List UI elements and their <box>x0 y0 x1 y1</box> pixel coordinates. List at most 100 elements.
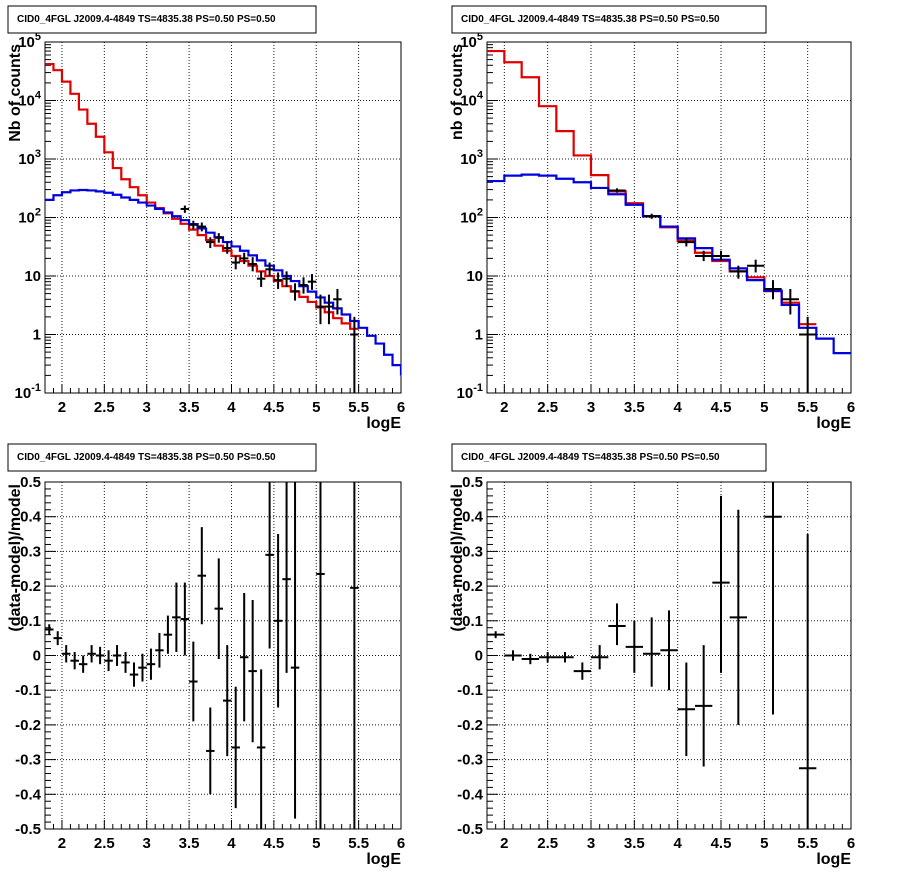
y-tick-label: -0.5 <box>457 821 483 838</box>
x-tick-label: 5 <box>760 835 768 852</box>
x-tick-label: 4 <box>673 835 682 852</box>
data-point <box>487 631 505 639</box>
data-point <box>333 288 342 315</box>
data-point <box>556 652 574 663</box>
title-box <box>451 5 767 34</box>
x-tick-label: 4.5 <box>711 835 732 852</box>
data-point <box>625 620 643 673</box>
data-point <box>197 527 207 625</box>
y-tick-label: 103 <box>18 148 41 168</box>
y-tick-label: 0.4 <box>462 509 484 526</box>
x-tick-label: 2 <box>58 835 66 852</box>
data-point <box>539 652 557 663</box>
data-point <box>695 645 713 767</box>
data-point <box>146 648 156 680</box>
data-point <box>712 250 730 262</box>
y-tick-label: 10 <box>466 268 483 285</box>
x-tick-label: 2.5 <box>94 835 115 852</box>
y-axis-title: (data-model)/model <box>7 484 24 632</box>
data-point <box>799 316 817 393</box>
data-point <box>206 237 215 249</box>
y-tick-label: -0.4 <box>15 786 42 803</box>
source-model-line <box>45 188 401 376</box>
data-point <box>129 662 139 687</box>
data-point <box>643 617 661 687</box>
x-tick-label: 2.5 <box>537 835 558 852</box>
bottom-right-residuals-panel: CID0_4FGL J2009.4-4849 TS=4835.38 PS=0.5… <box>449 443 855 868</box>
data-point <box>223 645 232 757</box>
title-box <box>7 443 317 472</box>
x-tick-label: 5 <box>312 835 320 852</box>
x-tick-label: 4.5 <box>263 835 284 852</box>
y-tick-label: 0 <box>33 648 41 665</box>
data-point <box>608 188 626 193</box>
data-point <box>138 653 147 682</box>
data-point <box>206 707 215 795</box>
y-tick-label: 0.3 <box>462 543 483 560</box>
x-tick-label: 5 <box>312 399 320 416</box>
data-point <box>78 655 88 673</box>
x-tick-label: 3.5 <box>179 399 200 416</box>
y-tick-label: 1 <box>475 327 483 344</box>
data-point <box>350 482 359 829</box>
x-axis-title: logE <box>366 415 401 432</box>
data-point <box>239 593 249 722</box>
data-point <box>316 294 325 325</box>
y-axis-title: (data-model)/model <box>449 484 466 632</box>
y-tick-label: 10-1 <box>15 382 41 402</box>
x-tick-label: 2 <box>500 835 508 852</box>
data-point <box>61 645 71 663</box>
data-point <box>747 259 765 273</box>
panel-title: CID0_4FGL J2009.4-4849 TS=4835.38 PS=0.5… <box>17 14 276 25</box>
data-point <box>764 482 782 715</box>
x-axis-title: logE <box>366 851 401 868</box>
x-tick-label: 5 <box>760 399 768 416</box>
x-tick-label: 2 <box>58 399 66 416</box>
top-right-counts-panel: CID0_4FGL J2009.4-4849 TS=4835.38 PS=0.5… <box>449 5 855 432</box>
data-point <box>273 534 283 708</box>
y-tick-label: 102 <box>460 207 483 227</box>
y-tick-label: 0.1 <box>462 613 483 630</box>
data-point <box>172 582 181 653</box>
data-point <box>231 255 240 270</box>
y-tick-label: 104 <box>18 90 42 110</box>
data-point <box>87 645 96 663</box>
panel-title: CID0_4FGL J2009.4-4849 TS=4835.38 PS=0.5… <box>461 14 720 25</box>
data-point <box>729 509 747 725</box>
data-point <box>660 610 678 691</box>
data-point <box>608 603 626 646</box>
data-point <box>316 482 325 829</box>
x-tick-label: 5.5 <box>348 399 369 416</box>
y-tick-label: 0.4 <box>20 509 42 526</box>
data-point <box>104 650 113 672</box>
data-point <box>504 650 522 661</box>
x-tick-label: 6 <box>397 835 405 852</box>
y-tick-label: 104 <box>460 90 484 110</box>
total-model-line <box>487 49 817 326</box>
data-point <box>799 534 817 829</box>
data-point <box>729 265 747 279</box>
data-point <box>256 669 266 829</box>
x-tick-label: 6 <box>847 835 855 852</box>
data-point <box>53 631 62 646</box>
y-tick-label: 0.3 <box>20 543 41 560</box>
y-tick-label: -0.2 <box>15 717 41 734</box>
data-point <box>197 222 207 232</box>
x-tick-label: 3 <box>587 399 595 416</box>
data-point <box>223 242 232 254</box>
data-point <box>45 624 54 635</box>
data-point <box>180 582 190 656</box>
data-point <box>265 482 274 649</box>
data-point <box>231 686 240 809</box>
data-point <box>163 615 173 654</box>
data-point <box>121 652 130 673</box>
data-point <box>70 652 79 670</box>
x-tick-label: 3.5 <box>624 399 645 416</box>
x-tick-label: 6 <box>847 399 855 416</box>
x-tick-label: 6 <box>397 399 405 416</box>
total-model-line <box>45 62 359 330</box>
y-tick-label: 103 <box>460 148 483 168</box>
data-point <box>591 645 609 670</box>
y-tick-label: -0.2 <box>457 717 483 734</box>
x-tick-label: 2 <box>500 399 508 416</box>
